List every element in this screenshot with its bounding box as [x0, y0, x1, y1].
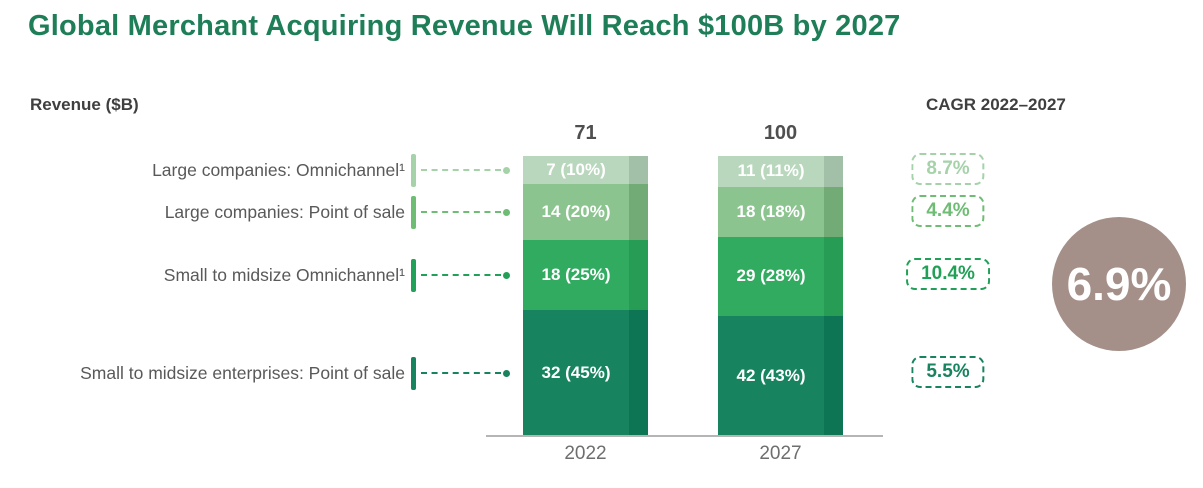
stacked-bar-2027: 11 (11%) 18 (18%) 29 (28%) 42 (43%): [718, 156, 843, 436]
leader-dashed-line: [421, 169, 501, 171]
chart-title: Global Merchant Acquiring Revenue Will R…: [28, 10, 901, 42]
series-tick-marker: [411, 195, 416, 229]
series-label: Small to midsize Omnichannel¹: [163, 265, 405, 285]
leader-dashed-line: [421, 372, 501, 374]
segment-value-label: 32 (45%): [541, 363, 611, 382]
bar-total-label: 71: [574, 122, 597, 144]
bar-segment: 18 (25%): [523, 240, 648, 310]
cagr-value-box: 4.4%: [911, 195, 985, 227]
cagr-column-header: CAGR 2022–2027: [926, 95, 1066, 114]
series-tick-marker: [411, 153, 416, 187]
overall-cagr-value: 6.9%: [1066, 258, 1172, 310]
leader-dashed-line: [421, 274, 501, 276]
series-label: Large companies: Omnichannel¹: [152, 160, 405, 180]
cagr-value-box: 10.4%: [906, 258, 990, 290]
bar-segment: 18 (18%): [718, 186, 843, 238]
bar-segment: 32 (45%): [523, 310, 648, 436]
leader-end-dot: [503, 166, 510, 174]
segment-value-label: 11 (11%): [737, 161, 805, 181]
bar-segment: 42 (43%): [718, 315, 843, 436]
series-tick-marker: [411, 258, 416, 292]
bar-segment: 11 (11%): [718, 156, 843, 187]
segment-value-label: 7 (10%): [546, 160, 606, 179]
segment-value-label: 18 (25%): [541, 265, 611, 284]
bar-segment: 14 (20%): [523, 184, 648, 240]
leader-dashed-line: [421, 211, 501, 213]
bar-segment: 29 (28%): [718, 237, 843, 316]
cagr-value-box: 5.5%: [911, 356, 985, 388]
overall-cagr-circle: 6.9%: [1052, 217, 1186, 351]
x-axis-category-label: 2022: [564, 443, 607, 464]
x-axis-category-label: 2027: [759, 443, 802, 464]
segment-value-label: 18 (18%): [736, 201, 806, 221]
cagr-value-box: 8.7%: [911, 153, 985, 185]
bar-segment: 7 (10%): [523, 156, 648, 184]
segment-value-label: 29 (28%): [736, 266, 806, 286]
leader-end-dot: [503, 369, 510, 377]
revenue-axis-label: Revenue ($B): [30, 95, 139, 114]
x-axis-line: [486, 435, 883, 437]
bar-total-label: 100: [763, 122, 798, 144]
stacked-bar-2022: 7 (10%) 14 (20%) 18 (25%) 32 (45%): [523, 156, 648, 436]
series-label: Large companies: Point of sale: [164, 202, 405, 222]
segment-value-label: 42 (43%): [736, 365, 806, 385]
leader-end-dot: [503, 208, 510, 216]
series-tick-marker: [411, 356, 416, 390]
leader-end-dot: [503, 271, 510, 279]
series-label: Small to midsize enterprises: Point of s…: [80, 363, 405, 383]
segment-value-label: 14 (20%): [541, 202, 611, 221]
